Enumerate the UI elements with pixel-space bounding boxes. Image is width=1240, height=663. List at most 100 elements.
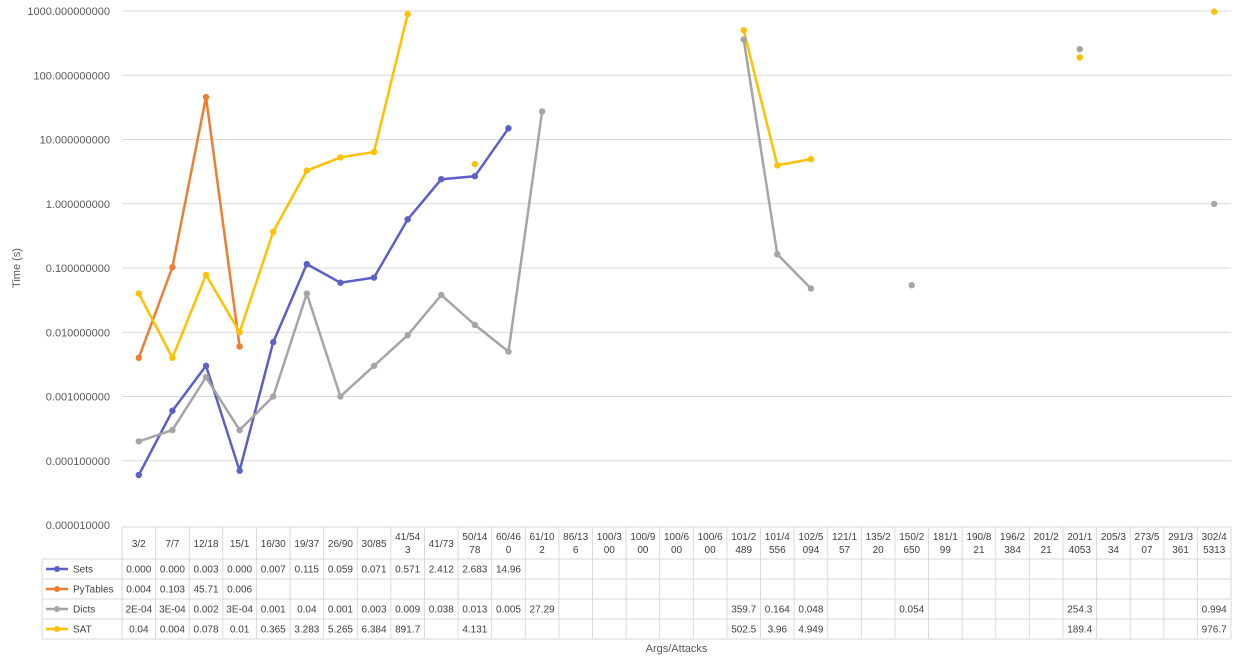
- dicts-point: [337, 393, 344, 400]
- x-tick-label: 15/1: [230, 539, 250, 550]
- data-label: 0.000: [227, 565, 252, 576]
- x-axis-title: Args/Attacks: [646, 643, 708, 655]
- sets-legend-label: Sets: [73, 565, 93, 576]
- data-label: 0.115: [295, 565, 320, 576]
- dicts-legend-marker: [54, 606, 60, 612]
- x-tick-label: 4053: [1069, 545, 1092, 556]
- sets-point: [505, 125, 512, 132]
- sets-point: [236, 467, 243, 474]
- data-label: 0.071: [362, 565, 387, 576]
- x-tick-label: 650: [903, 545, 920, 556]
- data-label: 4.949: [798, 625, 823, 636]
- data-label: 0.01: [230, 625, 250, 636]
- x-tick-label: 16/30: [261, 539, 286, 550]
- dicts-point: [505, 348, 512, 355]
- dicts-point: [1210, 200, 1218, 208]
- x-tick-label: 384: [1004, 545, 1021, 556]
- sat-point: [740, 27, 747, 34]
- data-label: 0.078: [193, 625, 218, 636]
- data-label: 0.003: [362, 605, 387, 616]
- x-tick-label: 150/2: [899, 532, 924, 543]
- data-label: 0.002: [193, 605, 218, 616]
- x-tick-label: 190/8: [966, 532, 991, 543]
- x-tick-label: 60/46: [496, 532, 521, 543]
- sets-point: [169, 407, 176, 414]
- data-table: 3/2 7/7 12/18 15/1 16/30 19/37 26/90 30/85 41/54…: [41, 526, 1232, 640]
- sets-point: [202, 362, 210, 370]
- x-tick-label: 3: [405, 545, 411, 556]
- sets-point: [370, 274, 378, 281]
- data-label: 3.96: [768, 625, 788, 636]
- x-tick-label: 78: [469, 545, 481, 556]
- dicts-point: [236, 426, 243, 434]
- data-label: 0.001: [261, 605, 286, 616]
- dicts-point: [370, 362, 378, 370]
- pytables-point: [202, 93, 210, 101]
- data-label: 0.994: [1202, 605, 1227, 616]
- pytables-point: [169, 263, 176, 271]
- x-tick-label: 181/1: [933, 532, 958, 543]
- dicts-legend-label: Dicts: [73, 605, 95, 616]
- dicts-line: [138, 111, 544, 443]
- sat-point: [774, 162, 781, 169]
- sat-point: [236, 329, 243, 336]
- pytables-point: [236, 343, 243, 350]
- x-tick-label: 00: [604, 545, 616, 556]
- data-label: 3.283: [294, 625, 319, 636]
- x-tick-label: 20: [873, 545, 885, 556]
- dicts-point: [303, 290, 311, 297]
- sat-line: [137, 13, 409, 360]
- x-tick-label: 361: [1172, 545, 1189, 556]
- x-tick-label: 2: [539, 545, 545, 556]
- x-tick-label: 196/2: [1000, 532, 1025, 543]
- data-label: 2.412: [429, 565, 454, 576]
- dicts-point: [169, 426, 176, 434]
- pytables-legend-label: PyTables: [73, 585, 114, 596]
- y-tick-label: 1000.000000000: [27, 6, 110, 18]
- x-tick-label: 291/3: [1168, 532, 1193, 543]
- sat-legend-marker: [54, 626, 60, 632]
- x-tick-label: 3/2: [132, 539, 146, 550]
- data-label: 45.71: [193, 585, 218, 596]
- y-tick-label: 10.000000000: [40, 135, 110, 147]
- data-label: 3E-04: [159, 605, 186, 616]
- dicts-point: [404, 331, 411, 339]
- sets-point: [270, 339, 277, 346]
- sat-point: [807, 155, 815, 163]
- data-label: 0.013: [462, 605, 487, 616]
- data-label: 0.054: [899, 605, 924, 616]
- dicts-point: [774, 250, 781, 258]
- x-tick-label: 21: [973, 545, 985, 556]
- data-label: 0.164: [765, 605, 790, 616]
- sat-point: [337, 154, 344, 161]
- sat-point: [1076, 54, 1083, 61]
- y-tick-label: 1.000000000: [46, 199, 110, 211]
- sat-point: [169, 354, 176, 362]
- x-tick-label: 273/5: [1134, 532, 1159, 543]
- x-tick-label: 100/6: [698, 532, 723, 543]
- data-label: 14.96: [496, 565, 521, 576]
- data-label: 189.4: [1067, 625, 1092, 636]
- dicts-point: [908, 281, 915, 289]
- data-label: 0.009: [395, 605, 420, 616]
- sat-point: [135, 290, 143, 297]
- y-tick-label: 0.001000000: [46, 392, 110, 404]
- data-label: 0.005: [496, 605, 521, 616]
- x-tick-label: 7/7: [165, 539, 179, 550]
- x-tick-label: 34: [1108, 545, 1120, 556]
- x-tick-label: 102/5: [798, 532, 823, 543]
- dicts-point: [538, 108, 546, 115]
- sets-point: [303, 260, 311, 268]
- x-tick-label: 41/73: [429, 539, 454, 550]
- data-label: 0.048: [798, 605, 823, 616]
- sat-point: [1210, 8, 1218, 15]
- dicts-point: [471, 321, 479, 329]
- sat-point: [471, 160, 479, 168]
- x-tick-label: 26/90: [328, 539, 353, 550]
- data-label: 0.001: [328, 605, 353, 616]
- dicts-point: [438, 291, 445, 299]
- data-label: 0.038: [429, 605, 454, 616]
- data-label: 0.000: [160, 565, 185, 576]
- gridlines: [122, 10, 1231, 462]
- x-tick-label: 61/10: [530, 532, 555, 543]
